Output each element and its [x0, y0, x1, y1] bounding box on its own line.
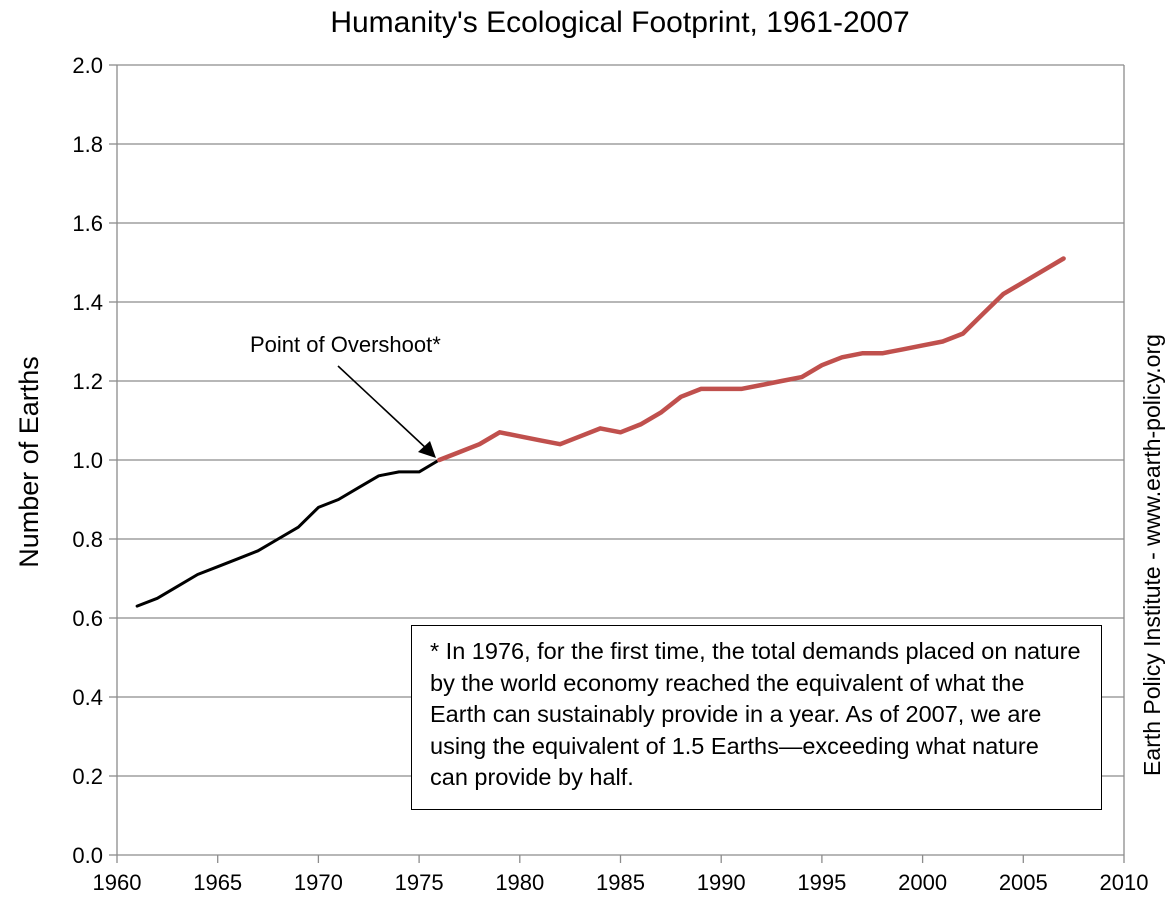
x-tick-label: 1995	[797, 870, 846, 895]
annotation: Point of Overshoot*	[250, 332, 441, 458]
x-tick-label: 1970	[294, 870, 343, 895]
x-tick-label: 2005	[999, 870, 1048, 895]
y-tick-label: 1.6	[72, 211, 103, 236]
overshoot-arrow	[337, 365, 429, 451]
x-tick-label: 2000	[898, 870, 947, 895]
x-tick-label: 1980	[495, 870, 544, 895]
series-line-1	[135, 458, 441, 608]
x-tick-label: 1965	[193, 870, 242, 895]
y-axis-label: Number of Earths	[14, 356, 44, 568]
y-tick-label: 1.0	[72, 448, 103, 473]
y-tick-label: 0.4	[72, 685, 103, 710]
overshoot-arrow-head	[418, 441, 436, 458]
chart-title: Humanity's Ecological Footprint, 1961-20…	[330, 6, 909, 39]
y-tick-label: 1.4	[72, 290, 103, 315]
y-tick-label: 0.2	[72, 764, 103, 789]
y-tick-label: 0.0	[72, 843, 103, 868]
x-tick-label: 1985	[596, 870, 645, 895]
y-tick-label: 0.8	[72, 527, 103, 552]
x-tick-label: 1960	[93, 870, 142, 895]
y-tick-label: 1.8	[72, 132, 103, 157]
footnote-box: * In 1976, for the first time, the total…	[411, 625, 1102, 810]
series	[135, 256, 1066, 608]
y-tick-label: 0.6	[72, 606, 103, 631]
y-tick-label: 2.0	[72, 53, 103, 78]
footnote-text: * In 1976, for the first time, the total…	[430, 638, 1081, 790]
series-line-2	[436, 256, 1066, 463]
axes: 0.0 0.2 0.4 0.6 0.8 1.0 1.2 1.4 1.6 1.8 2.0 1960 196…	[72, 53, 1148, 895]
overshoot-annotation-label: Point of Overshoot*	[250, 332, 441, 357]
source-credit: Earth Policy Institute - www.earth-polic…	[1139, 334, 1165, 776]
x-tick-label: 1975	[395, 870, 444, 895]
x-tick-label: 2010	[1100, 870, 1149, 895]
y-tick-label: 1.2	[72, 369, 103, 394]
x-tick-label: 1990	[697, 870, 746, 895]
